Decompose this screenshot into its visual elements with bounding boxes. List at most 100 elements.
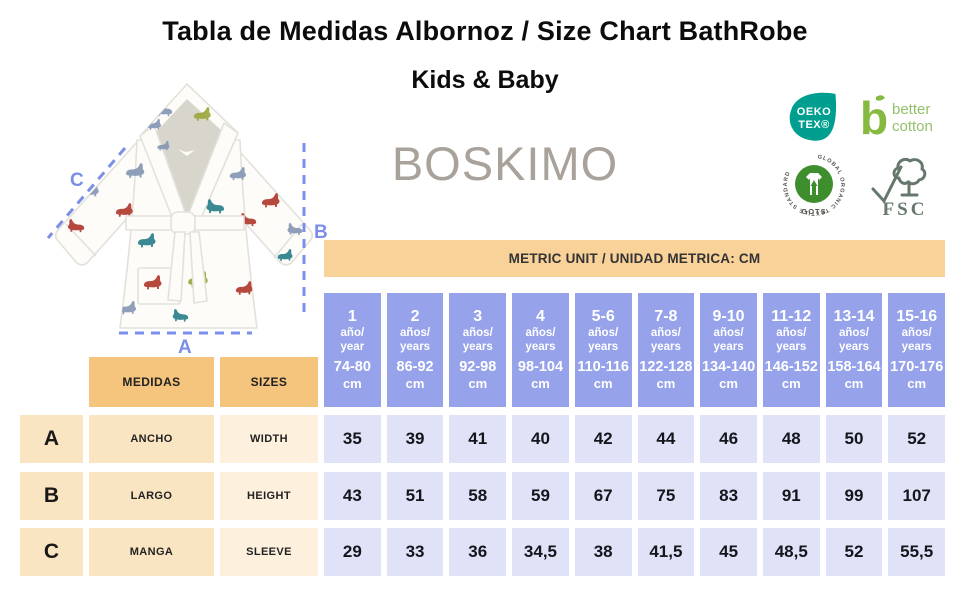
measurement-value-B-5: 67 [574, 472, 632, 520]
age-unit-es: años/ [713, 327, 744, 340]
measure-row-B: B LARGO HEIGHT 43 51 58 59 67 75 83 91 99 107 [20, 472, 946, 520]
height-range: 74-80 [333, 359, 371, 376]
measurement-value-B-9: 99 [825, 472, 883, 520]
gots-logo-icon: GLOBAL ORGANIC TEXTILE STANDARD GOTS [781, 152, 847, 218]
measurement-lines [46, 143, 306, 335]
measurement-value-A-10: 52 [888, 415, 946, 463]
age-value: 1 [347, 308, 357, 326]
range-unit: cm [719, 376, 738, 392]
age-unit-es: años/ [776, 327, 807, 340]
age-value: 2 [410, 308, 420, 326]
svg-text:FSC: FSC [883, 199, 928, 219]
age-unit-en: year [340, 340, 365, 353]
measurement-value-C-4: 34,5 [512, 528, 569, 576]
age-value: 4 [536, 308, 545, 326]
age-unit-en: years [588, 340, 619, 353]
height-range: 146-152 [764, 359, 818, 376]
measurement-value-B-4: 59 [512, 472, 569, 520]
age-column-header-3: 3 años/years 92-98 cm [449, 293, 507, 407]
svg-text:TEX®: TEX® [798, 119, 830, 131]
measure-row-C: C MANGA SLEEVE 29 33 36 34,5 38 41,5 45 48,5 52 55,5 [20, 528, 946, 576]
range-unit: cm [531, 376, 550, 392]
hood-lining [154, 99, 222, 152]
age-value: 7-8 [654, 308, 678, 326]
measurement-label-a: A [178, 337, 192, 358]
row-label-en: SLEEVE [220, 528, 318, 576]
age-column-header-7: 9-10 años/years 134-140 cm [700, 293, 757, 407]
row-letter: B [20, 472, 83, 520]
age-unit-en: years [525, 340, 556, 353]
svg-text:OEKO: OEKO [797, 106, 831, 118]
measurement-value-A-8: 48 [762, 415, 820, 463]
oeko-tex-logo-icon: OEKO TEX® [789, 92, 837, 141]
measurement-value-C-2: 33 [386, 528, 444, 576]
row-label-es: ANCHO [89, 415, 214, 463]
age-unit-en: years [713, 340, 744, 353]
age-unit-es: años/ [838, 327, 869, 340]
row-label-en: WIDTH [220, 415, 318, 463]
age-column-header-1: 1 año/year 74-80 cm [324, 293, 381, 407]
row-label-es: MANGA [89, 528, 214, 576]
age-column-header-2: 2 años/years 86-92 cm [386, 293, 444, 407]
measurement-value-B-7: 83 [700, 472, 757, 520]
measurement-value-A-2: 39 [386, 415, 444, 463]
age-value: 3 [473, 308, 483, 326]
page-title: Tabla de Medidas Albornoz / Size Chart B… [162, 16, 808, 46]
age-unit-en: years [650, 340, 681, 353]
range-unit: cm [468, 376, 488, 392]
measurement-value-A-9: 50 [825, 415, 883, 463]
age-column-header-10: 15-16 años/years 170-176 cm [888, 293, 946, 407]
age-unit-es: años/ [462, 327, 493, 340]
row-letter: A [20, 415, 83, 463]
measurement-label-c: C [70, 170, 84, 191]
measurement-value-C-10: 55,5 [888, 528, 946, 576]
age-column-header-4: 4 años/years 98-104 cm [512, 293, 569, 407]
measurement-value-C-3: 36 [449, 528, 507, 576]
age-unit-en: years [776, 340, 807, 353]
measurement-value-C-8: 48,5 [762, 528, 820, 576]
age-unit-es: años/ [650, 327, 681, 340]
measurement-value-A-7: 46 [700, 415, 757, 463]
age-column-header-5: 5-6 años/years 110-116 cm [574, 293, 632, 407]
height-range: 134-140 [701, 359, 756, 376]
svg-text:better: better [892, 101, 930, 118]
brand-logo: BOSKIMO [391, 137, 619, 190]
height-range: 170-176 [890, 359, 944, 376]
measurement-value-B-2: 51 [386, 472, 444, 520]
sizes-header: SIZES [220, 357, 318, 407]
height-range: 98-104 [517, 359, 564, 376]
measurement-value-A-5: 42 [574, 415, 632, 463]
age-unit-es: años/ [901, 327, 932, 340]
age-unit-es: años/ [588, 327, 619, 340]
age-unit-es: años/ [525, 327, 556, 340]
height-range: 86-92 [396, 359, 434, 376]
row-label-en: HEIGHT [220, 472, 318, 520]
range-unit: cm [405, 376, 425, 392]
measurement-value-B-3: 58 [449, 472, 507, 520]
age-value: 15-16 [896, 308, 938, 326]
measurement-value-C-5: 38 [574, 528, 632, 576]
measurement-value-A-4: 40 [512, 415, 569, 463]
svg-text:GOTS: GOTS [801, 207, 826, 216]
measure-row-A: A ANCHO WIDTH 35 39 41 40 42 44 46 48 50 52 [20, 415, 946, 463]
svg-text:b: b [860, 92, 888, 141]
age-unit-en: years [838, 340, 869, 353]
age-unit-en: years [901, 340, 932, 353]
range-unit: cm [342, 376, 362, 392]
belt-tail-right [189, 231, 208, 304]
measurement-value-B-8: 91 [762, 472, 820, 520]
measurement-line-c [46, 147, 127, 239]
age-unit-es: años/ [400, 327, 431, 340]
measurement-value-C-1: 29 [324, 528, 381, 576]
age-value: 13-14 [833, 308, 875, 326]
age-unit-en: years [400, 340, 431, 353]
measurement-value-C-9: 52 [825, 528, 883, 576]
age-unit-es: año/ [340, 327, 365, 340]
age-value: 9-10 [712, 308, 745, 326]
range-unit: cm [844, 376, 864, 392]
bathrobe-diagram: C B A [46, 83, 328, 358]
age-column-header-9: 13-14 años/years 158-164 cm [825, 293, 883, 407]
measurement-value-A-3: 41 [449, 415, 507, 463]
page-subtitle: Kids & Baby [411, 66, 559, 94]
